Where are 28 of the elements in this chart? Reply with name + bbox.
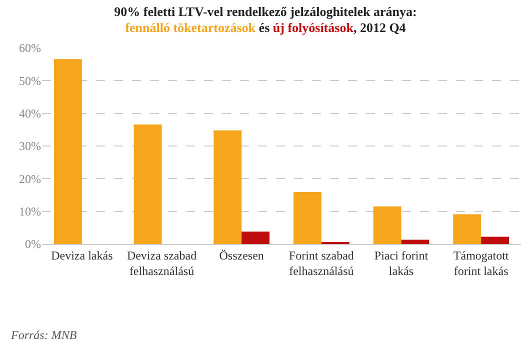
chart-title: 90% feletti LTV-vel rendelkező jelzáloghitelek aránya: (113, 4, 418, 20)
text: új folyósítások (272, 20, 354, 35)
text: és (258, 20, 270, 35)
y-tick-label: 20% (19, 172, 41, 186)
bar (54, 59, 82, 244)
x-tick-label: Piaci forint lakás (374, 248, 429, 278)
y-tick-label: 30% (19, 139, 41, 154)
y-tick-label: 0% (25, 237, 41, 252)
y-tick-label: 50% (19, 74, 41, 88)
bar (401, 240, 430, 244)
bar (453, 214, 482, 244)
y-tick-label: 60% (19, 41, 41, 56)
y-tick-label: 40% (19, 106, 41, 121)
x-tick-label: Deviza szabad felhasználású (126, 248, 197, 278)
bar (481, 236, 510, 244)
chart-subtitle: , 2012 Q4 (353, 20, 406, 35)
text: Forrás: MNB (10, 328, 78, 342)
y-tick-label: 10% (19, 204, 41, 219)
bar (293, 192, 322, 244)
bar (214, 130, 242, 244)
x-tick-label: Támogatott forint lakás (453, 248, 510, 278)
bar (242, 232, 270, 244)
bar (134, 124, 162, 244)
x-tick-label: Összesen (219, 248, 264, 262)
x-tick-label: Forint szabad felhasználású (288, 248, 354, 278)
bar (373, 206, 402, 244)
text: fennálló töketartozások (125, 20, 256, 35)
x-tick-label: Deviza lakás (51, 248, 114, 262)
